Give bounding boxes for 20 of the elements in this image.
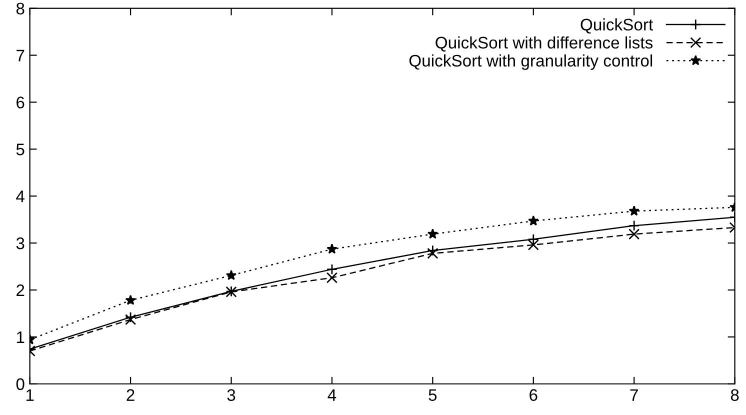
x-tick-label: 3 — [227, 389, 236, 401]
y-tick-label: 7 — [16, 50, 24, 62]
x-tick-label: 6 — [530, 389, 538, 401]
y-tick-label: 2 — [16, 284, 24, 296]
x-tick-label: 1 — [26, 389, 34, 401]
x-tick-label: 7 — [630, 389, 638, 401]
y-tick-label: 1 — [16, 332, 24, 343]
x-tick-label: 5 — [428, 389, 437, 401]
legend-label: QuickSort with difference lists — [436, 36, 653, 52]
y-tick-label: 0 — [16, 378, 24, 390]
x-tick-label: 2 — [126, 389, 134, 401]
x-tick-label: 4 — [328, 389, 336, 401]
y-tick-label: 4 — [16, 190, 24, 202]
y-tick-label: 5 — [16, 144, 24, 156]
x-tick-label: 8 — [730, 389, 739, 401]
y-tick-label: 3 — [16, 237, 24, 250]
y-tick-label: 6 — [16, 96, 24, 108]
legend-label: QuickSort — [580, 18, 654, 34]
legend-label: QuickSort with granularity control — [409, 54, 652, 70]
y-tick-label: 8 — [16, 2, 24, 15]
